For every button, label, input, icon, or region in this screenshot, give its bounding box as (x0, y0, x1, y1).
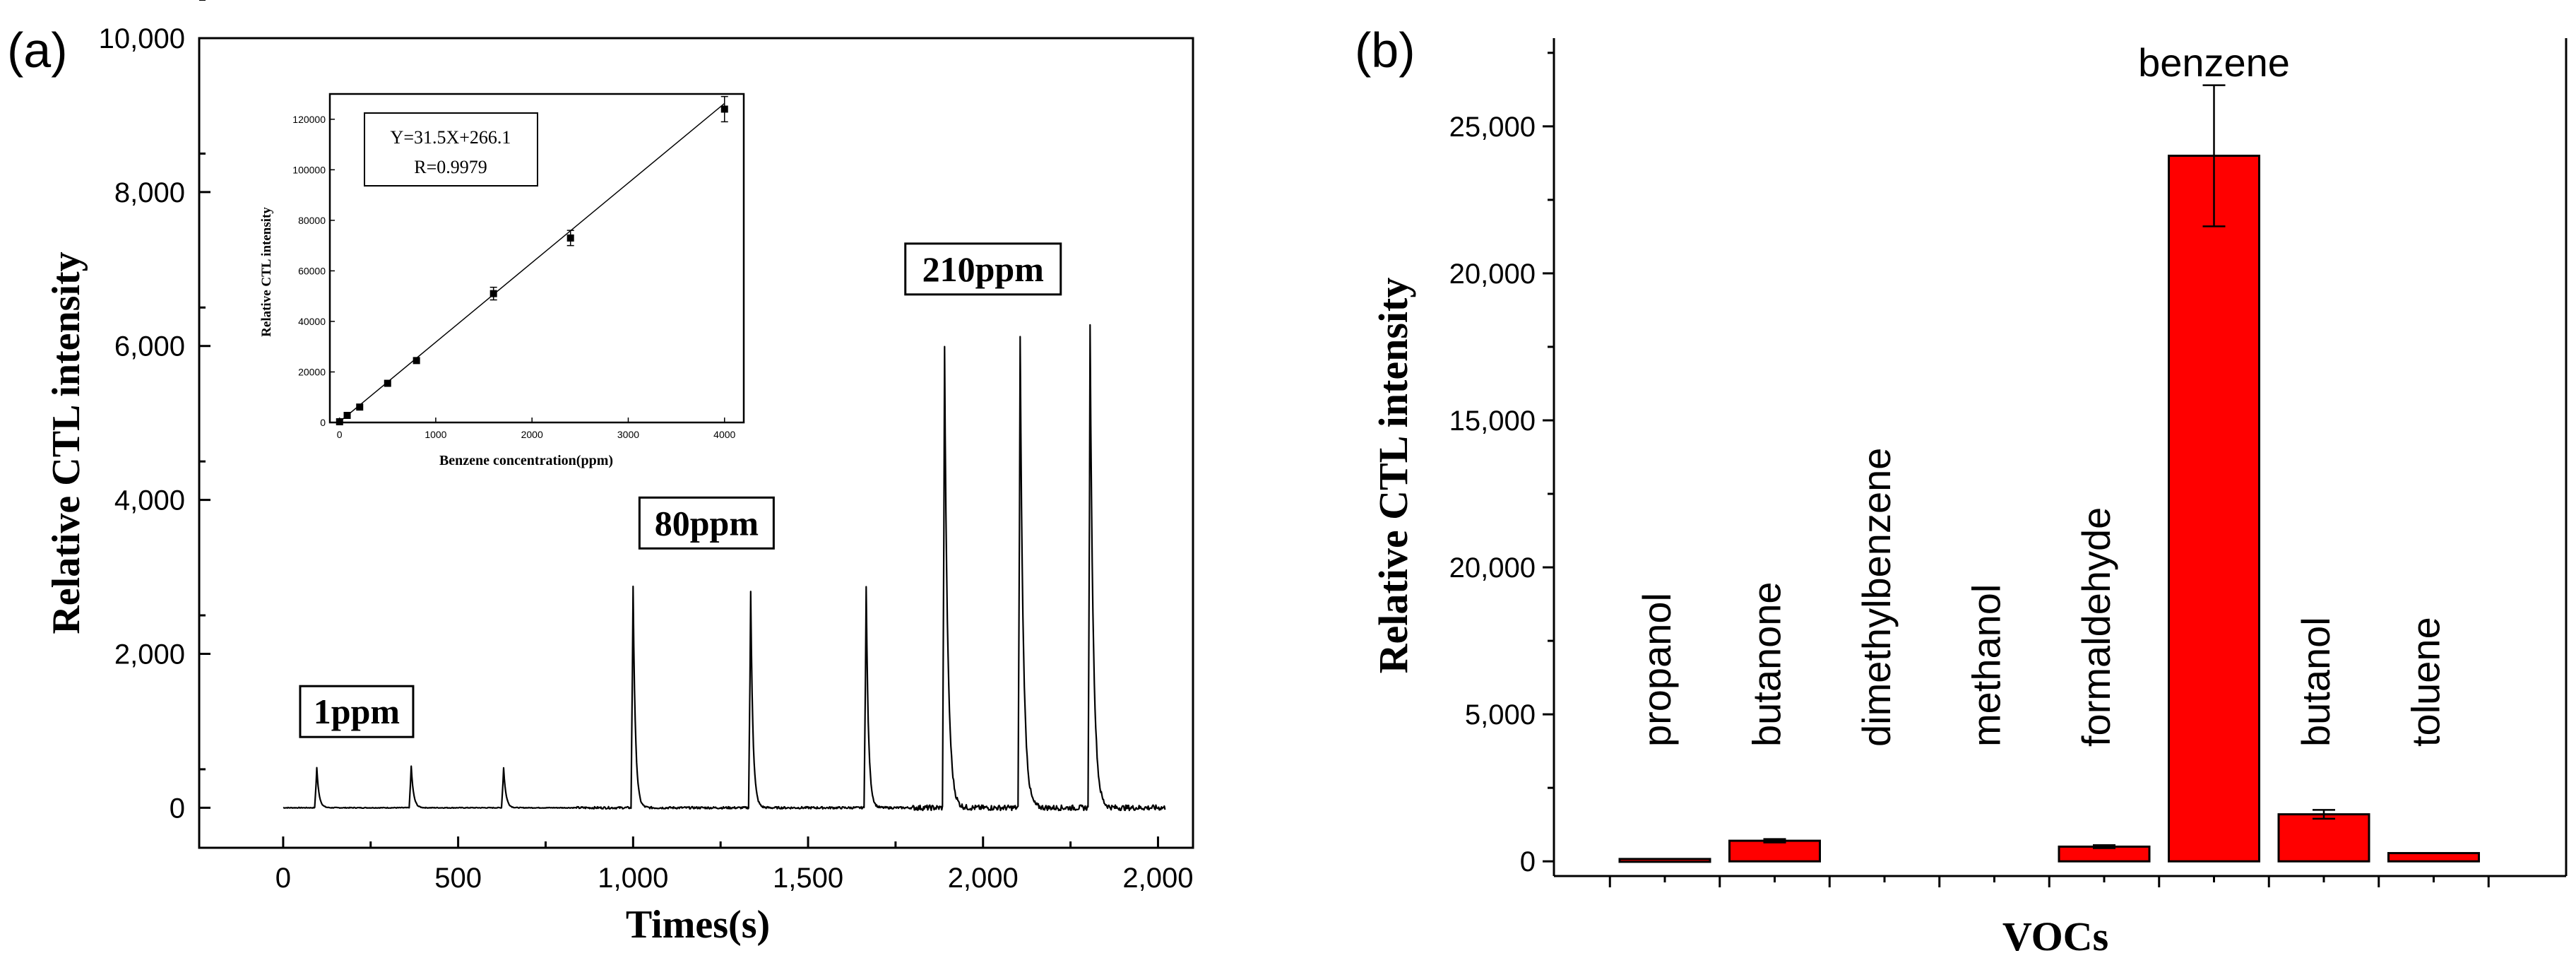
bar-butanone (1728, 839, 1821, 863)
inset-x-axis-title: Benzene concentration(ppm) (439, 453, 613, 468)
panel-a-y-axis: 0 2,000 4,000 6,000 8,000 10,000 (99, 0, 210, 824)
panel-a-x-axis: 0 500 1,000 1,500 2,000 2,000 (275, 836, 1194, 894)
inset-x-tick-label: 3000 (617, 429, 639, 440)
panel-b-y-axis-title: Relative CTL intensity (1370, 278, 1416, 674)
panel-a-y-tick-label: 8,000 (114, 177, 185, 208)
category-label-butanone: butanone (1745, 581, 1789, 747)
concentration-label-210ppm: 210ppm (922, 249, 1044, 289)
panel-a-annotations: 1ppm 80ppm 210ppm (299, 242, 1062, 738)
inset-data-point (412, 357, 420, 365)
panel-a-x-tick-label: 2,000 (1122, 863, 1193, 894)
panel-a-x-tick-label: 1,500 (773, 863, 843, 894)
panel-a-y-tick-label: 4,000 (114, 485, 185, 516)
category-label-benzene: benzene (2138, 40, 2290, 85)
inset-frame (328, 93, 745, 424)
panel-b: (b) 0 5,000 20,000 15,000 20,000 25,000 propa… (1355, 23, 2568, 959)
category-label-formaldehyde: formaldehyde (2074, 507, 2118, 747)
error-bar-butanone (1763, 838, 1786, 844)
concentration-label-box (638, 496, 775, 550)
inset-x-tick-label: 0 (337, 429, 343, 440)
panel-b-y-tick-label: 20,000 (1449, 259, 1536, 290)
inset-points (336, 95, 728, 425)
panel-a-x-tick-label: 2,000 (948, 863, 1019, 894)
panel-a-inset: 0 20000 40000 60000 80000 100000 120000 0 1000 20… (259, 93, 745, 468)
category-label-methanol: methanol (1964, 584, 2009, 747)
panel-a-trace-line (283, 324, 1166, 812)
inset-x-tick-label: 1000 (425, 429, 446, 440)
inset-error-bar (566, 230, 574, 247)
inset-data-point (336, 418, 343, 425)
inset-equation: Y=31.5X+266.1 (391, 127, 511, 148)
panel-a-x-tick-label: 500 (434, 863, 482, 894)
panel-a-letter: (a) (7, 23, 68, 78)
panel-b-y-tick-label: 25,000 (1449, 112, 1536, 143)
category-label-dimethylbenzene: dimethylbenzene (1854, 448, 1899, 747)
panel-a-y-tick-label: 2,000 (114, 639, 185, 670)
inset-error-bar (489, 286, 497, 301)
panel-b-y-axis: 0 5,000 20,000 15,000 20,000 25,000 (1449, 52, 1554, 877)
panel-b-y-tick-label: 0 (1520, 846, 1536, 877)
concentration-label-1ppm: 1ppm (314, 692, 400, 731)
inset-error-bar (720, 95, 728, 123)
panel-a: (a) 0 2,000 4,000 6,000 8,000 10,000 0 500 1,00… (7, 0, 1194, 947)
inset-x-tick-label: 2000 (521, 429, 543, 440)
inset-y-tick-label: 60000 (298, 265, 326, 276)
panel-a-y-tick-label: 10,000 (99, 23, 185, 54)
inset-y-tick-label: 80000 (298, 215, 326, 226)
panel-b-y-tick-label: 15,000 (1449, 406, 1536, 437)
bar-butanol (2277, 813, 2370, 863)
bar-benzene (2168, 154, 2260, 863)
inset-y-tick-label: 40000 (298, 316, 326, 327)
panel-a-x-tick-label: 1,000 (598, 863, 668, 894)
concentration-label-80ppm: 80ppm (655, 503, 759, 543)
error-bar-benzene (2202, 84, 2226, 227)
panel-a-y-tick-label: 0 (170, 793, 185, 824)
panel-a-x-axis-title: Times(s) (626, 903, 770, 947)
panel-b-letter: (b) (1355, 23, 1415, 78)
panel-b-bars (1618, 84, 2480, 863)
concentration-label-box (299, 685, 415, 738)
panel-b-y-tick-label: 5,000 (1465, 699, 1536, 731)
inset-data-point (384, 379, 391, 387)
panel-a-frame (198, 37, 1194, 849)
concentration-label-box (904, 242, 1062, 296)
error-bar-butanol (2313, 809, 2335, 820)
inset-y-tick-label: 20000 (298, 366, 326, 377)
bar-toluene (2387, 852, 2480, 863)
inset-x-tick-label: 4000 (713, 429, 735, 440)
inset-axes: 0 20000 40000 60000 80000 100000 120000 0 1000 20… (292, 114, 735, 440)
error-bar-formaldehyde (2093, 844, 2115, 849)
panel-a-x-tick-label: 0 (275, 863, 291, 894)
inset-data-point (356, 403, 364, 411)
inset-y-axis-title: Relative CTL intensity (259, 207, 274, 337)
inset-y-tick-label: 100000 (292, 164, 326, 175)
panel-a-y-axis-title: Relative CTL intensity (44, 252, 88, 634)
panel-a-y-tick-label: 6,000 (114, 331, 185, 362)
panel-b-y-tick-label: 20,000 (1449, 552, 1536, 584)
inset-fit-line (339, 102, 725, 422)
panel-b-category-labels: propanol butanone dimethylbenzene methanol f… (1634, 40, 2448, 747)
inset-equation-box (364, 112, 538, 187)
inset-y-tick-label: 120000 (292, 114, 326, 125)
inset-y-tick-label: 0 (320, 417, 326, 428)
inset-r-value: R=0.9979 (414, 157, 487, 177)
category-label-propanol: propanol (1634, 593, 1679, 747)
panel-b-x-axis-title: VOCs (2002, 913, 2108, 959)
bar-propanol (1618, 858, 1711, 863)
panel-b-x-axis-ticks (1608, 876, 2490, 887)
inset-data-point (343, 411, 351, 419)
category-label-toluene: toluene (2404, 617, 2448, 747)
category-label-butanol: butanol (2293, 617, 2338, 747)
